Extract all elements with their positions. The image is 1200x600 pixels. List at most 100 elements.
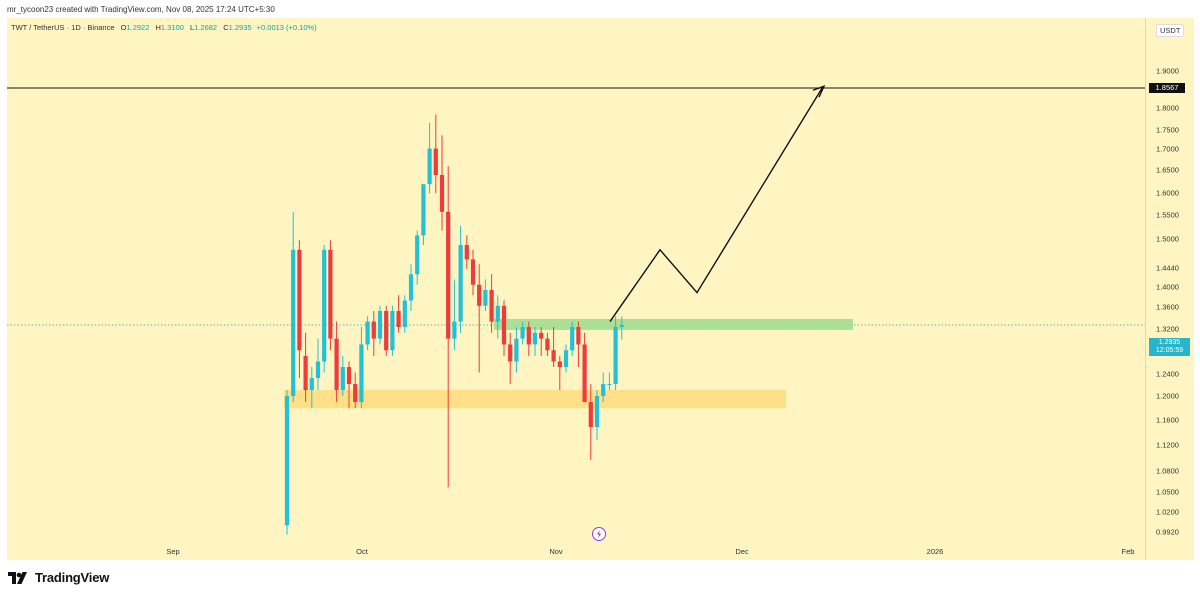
- candle-body: [353, 384, 358, 402]
- events-lightning-icon[interactable]: [592, 527, 606, 541]
- current-price-badge: 1.2935 12:05:59: [1149, 338, 1190, 356]
- price-tick: 1.3200: [1156, 324, 1179, 334]
- price-tick: 0.9920: [1156, 527, 1179, 537]
- candle-body: [501, 305, 507, 345]
- time-label: 2026: [926, 547, 944, 556]
- candlestick-chart[interactable]: [7, 18, 1145, 544]
- time-label: Feb: [1121, 547, 1135, 556]
- price-tick: 1.0500: [1156, 487, 1179, 497]
- price-tick: 1.7000: [1156, 144, 1179, 154]
- candle-body: [384, 311, 389, 351]
- candle-body: [427, 148, 432, 185]
- candle-body: [365, 321, 370, 345]
- price-tick: 1.1600: [1156, 415, 1179, 425]
- price-tick: 1.6000: [1156, 188, 1179, 198]
- candle-body: [396, 311, 401, 328]
- candle-body: [576, 327, 581, 345]
- tradingview-logo[interactable]: TradingView: [8, 570, 109, 585]
- candle-body: [371, 321, 376, 339]
- price-tick: 1.9000: [1156, 66, 1179, 76]
- close-key: C: [223, 23, 229, 32]
- price-tick: 1.5000: [1156, 234, 1179, 244]
- candle-body: [526, 327, 531, 345]
- candle-body: [483, 290, 488, 306]
- change-value: +0.0013 (+0.10%): [256, 23, 317, 32]
- time-label: Nov: [549, 547, 563, 556]
- projection-path: [609, 87, 823, 322]
- chart-attribution: mr_tycoon23 created with TradingView.com…: [7, 5, 275, 14]
- candle-body: [570, 327, 575, 351]
- candle-body: [446, 211, 451, 339]
- price-tick: 1.2000: [1156, 391, 1179, 401]
- candle-body: [557, 361, 562, 367]
- candle-body: [284, 396, 290, 526]
- candle-body: [607, 384, 612, 385]
- symbol-legend: TWT / TetherUS · 1D · Binance O1.2922 H1…: [11, 23, 317, 32]
- candle-body: [619, 325, 624, 328]
- price-tick: 1.7500: [1156, 125, 1179, 135]
- candle-body: [613, 327, 618, 384]
- candle-body: [291, 249, 296, 396]
- high-value: 1.3100: [160, 23, 184, 32]
- support-zone: [284, 390, 786, 409]
- candle-body: [477, 284, 482, 306]
- candle-body: [532, 332, 538, 345]
- candle-body: [489, 290, 494, 322]
- candle-body: [390, 311, 395, 351]
- candle-body: [315, 361, 321, 378]
- time-axis[interactable]: Sep Oct Nov Dec 2026 Feb: [7, 544, 1145, 560]
- candle-body: [551, 350, 556, 362]
- candle-body: [421, 184, 426, 236]
- candle-body: [495, 305, 500, 322]
- price-tick: 1.5500: [1156, 210, 1179, 220]
- candle-body: [594, 396, 600, 427]
- price-axis[interactable]: USDT 1.9000 1.8567 1.8000 1.7500 1.7000 …: [1145, 18, 1194, 560]
- time-label: Dec: [735, 547, 749, 556]
- candle-body: [334, 338, 339, 390]
- time-label: Sep: [166, 547, 180, 556]
- price-tick: 1.0800: [1156, 466, 1179, 476]
- candle-body: [539, 332, 544, 339]
- price-tick: 1.6500: [1156, 165, 1179, 175]
- resistance-price-badge: 1.8567: [1149, 83, 1185, 93]
- candle-body: [458, 245, 463, 322]
- candle-body: [514, 338, 519, 362]
- price-tick: 1.8000: [1156, 103, 1179, 113]
- candle-body: [520, 327, 525, 339]
- candle-body: [346, 367, 352, 384]
- candle-body: [563, 350, 569, 367]
- candle-body: [545, 338, 550, 351]
- candle-body: [588, 402, 593, 427]
- tradingview-mark-icon: [8, 571, 27, 584]
- candle-body: [452, 321, 457, 339]
- price-tick: 1.4440: [1156, 263, 1179, 273]
- chart-plot-area[interactable]: TWT / TetherUS · 1D · Binance O1.2922 H1…: [7, 18, 1145, 560]
- low-key: L: [189, 23, 195, 32]
- candle-body: [359, 344, 364, 402]
- candle-body: [340, 367, 345, 390]
- time-label: Oct: [356, 547, 368, 556]
- symbol-name: TWT / TetherUS · 1D · Binance: [11, 23, 115, 32]
- open-value: 1.2922: [126, 23, 150, 32]
- candle-body: [303, 356, 308, 390]
- candle-body: [508, 344, 513, 362]
- current-price: 1.2935: [1158, 339, 1181, 346]
- low-value: 1.2682: [194, 23, 218, 32]
- candle-body: [408, 274, 414, 301]
- currency-selector[interactable]: USDT: [1156, 24, 1185, 37]
- candle-body: [402, 300, 407, 328]
- tradingview-brand: TradingView: [35, 570, 110, 585]
- open-key: O: [120, 23, 127, 32]
- projection-arrowhead: [812, 85, 826, 98]
- candle-body: [415, 235, 420, 275]
- price-tick: 1.4000: [1156, 282, 1179, 292]
- candle-body: [582, 344, 587, 402]
- candle-body: [439, 175, 445, 212]
- high-key: H: [155, 23, 161, 32]
- close-value: 1.2935: [228, 23, 252, 32]
- candle-body: [464, 245, 469, 260]
- price-tick: 1.1200: [1156, 440, 1179, 450]
- candle-body: [377, 311, 383, 339]
- price-tick: 1.0200: [1156, 507, 1179, 517]
- candle-body: [322, 249, 327, 362]
